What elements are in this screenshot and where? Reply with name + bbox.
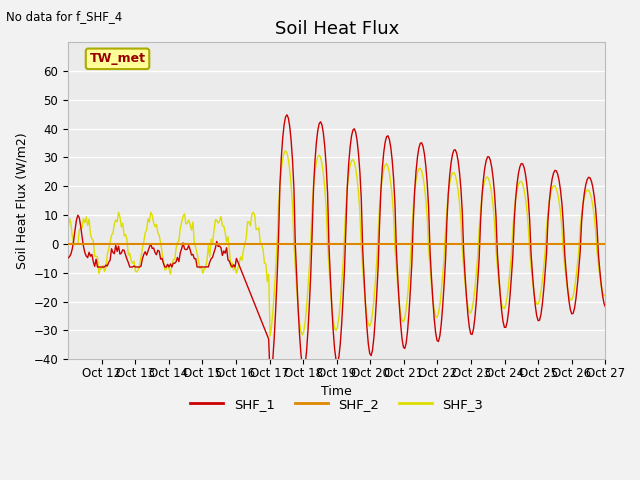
X-axis label: Time: Time [321, 385, 352, 398]
Title: Soil Heat Flux: Soil Heat Flux [275, 20, 399, 38]
Legend: SHF_1, SHF_2, SHF_3: SHF_1, SHF_2, SHF_3 [185, 393, 488, 416]
Text: TW_met: TW_met [90, 52, 145, 65]
Text: No data for f_SHF_4: No data for f_SHF_4 [6, 10, 123, 23]
Y-axis label: Soil Heat Flux (W/m2): Soil Heat Flux (W/m2) [15, 132, 28, 269]
